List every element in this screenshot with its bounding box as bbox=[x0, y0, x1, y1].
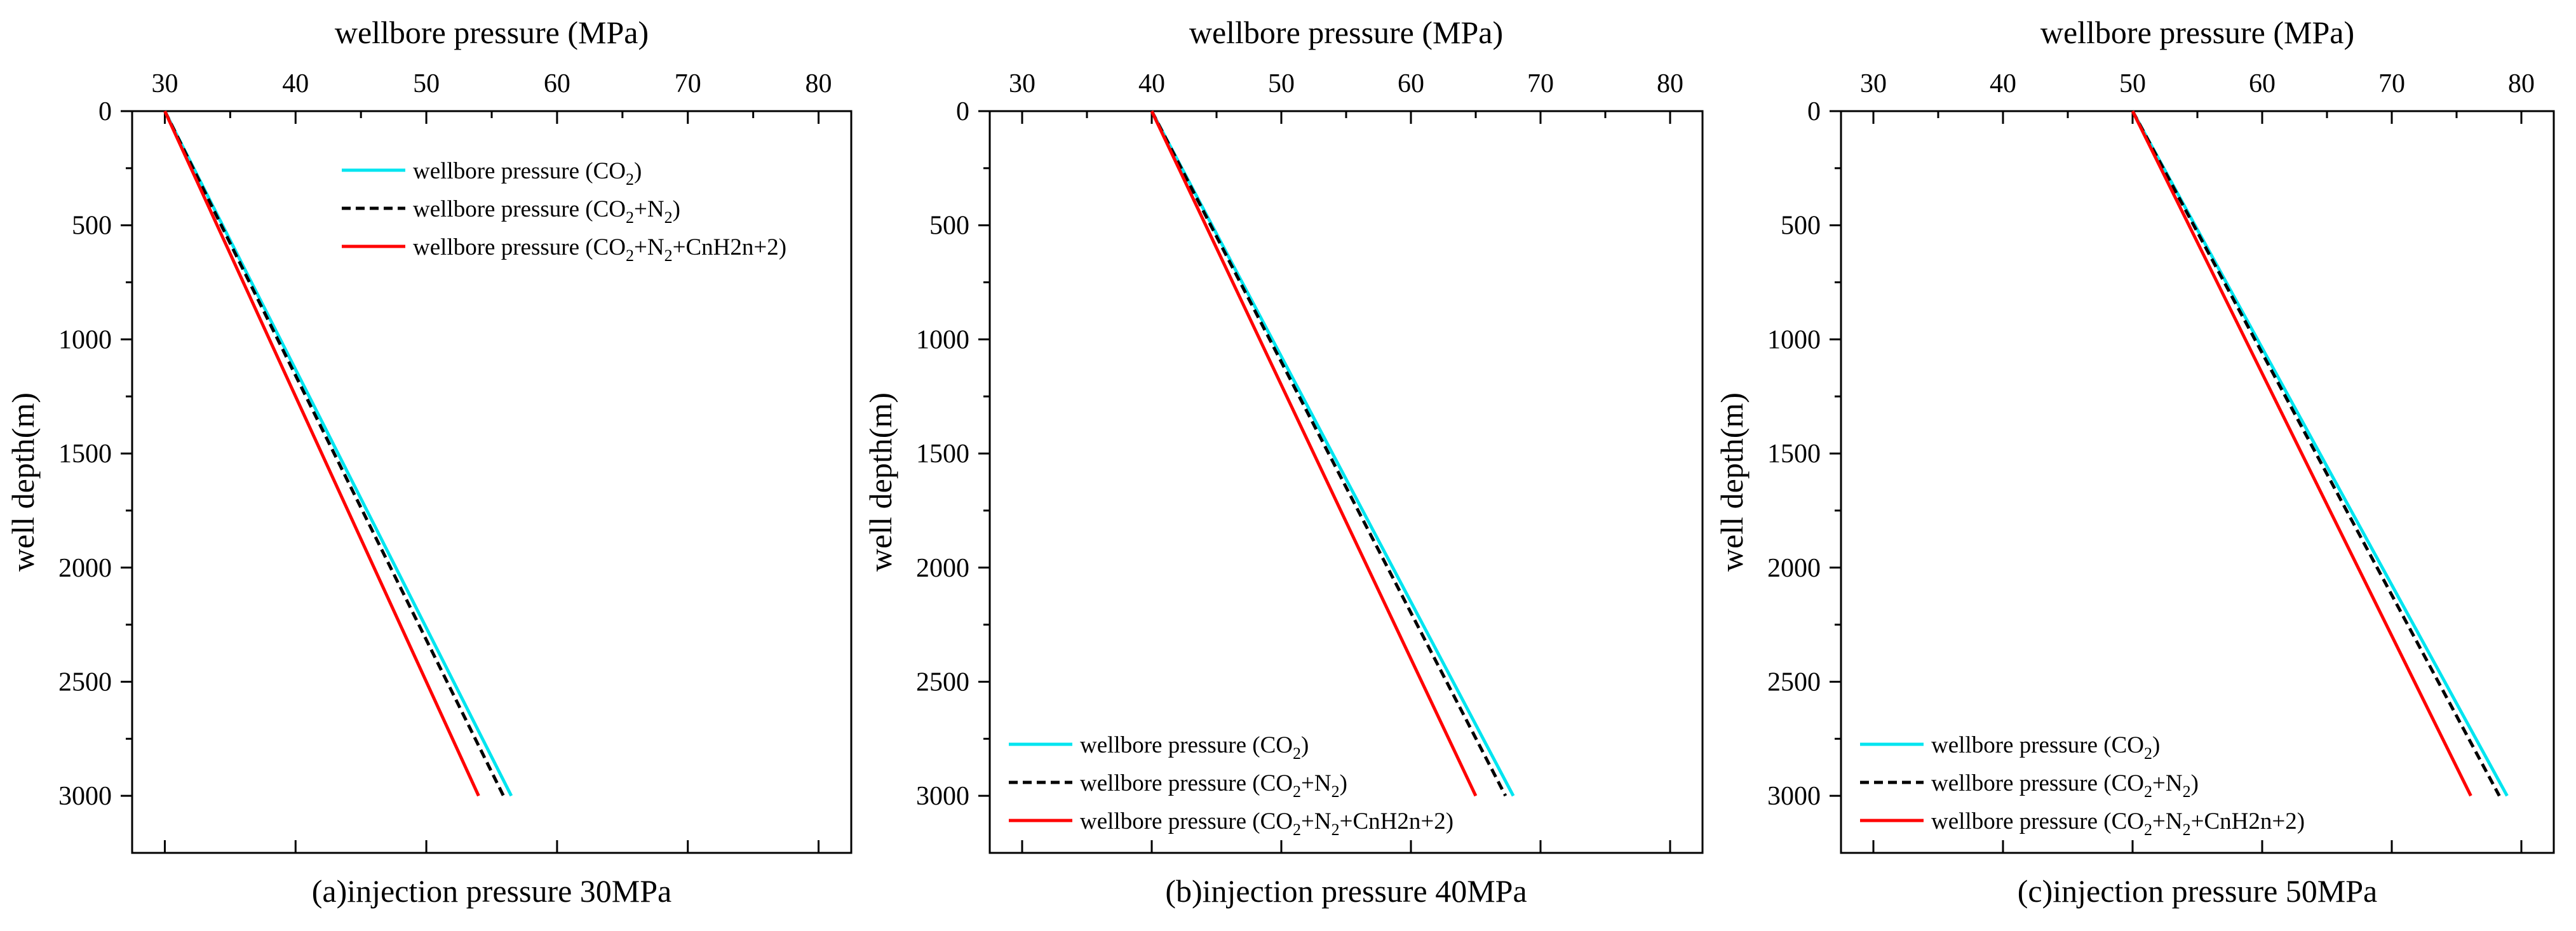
y-axis-title: well depth(m) bbox=[5, 392, 41, 572]
y-tick-label: 3000 bbox=[916, 782, 969, 811]
x-tick-label: 70 bbox=[675, 69, 701, 98]
chart-panel-1: 30 40 50 60 70 80 0 500 1000 1500 2000 2500 3000 well… bbox=[5, 15, 853, 909]
series-line-2 bbox=[1150, 110, 1507, 797]
y-tick-label: 500 bbox=[1781, 211, 1821, 241]
legend: wellbore pressure (CO2) wellbore pressure… bbox=[342, 158, 786, 265]
legend-label: wellbore pressure (CO2+N2) bbox=[1080, 770, 1347, 801]
x-tick-label: 80 bbox=[2508, 69, 2535, 98]
y-tick-label: 500 bbox=[929, 211, 969, 241]
legend: wellbore pressure (CO2) wellbore pressure… bbox=[1860, 732, 2305, 839]
x-tick-label: 40 bbox=[282, 69, 309, 98]
series-line-3 bbox=[1150, 110, 1478, 797]
y-tick-label: 1500 bbox=[58, 439, 112, 469]
x-tick-label: 40 bbox=[1990, 69, 2016, 98]
x-tick-label: 80 bbox=[1657, 69, 1683, 98]
chart-panel-2: 30 40 50 60 70 80 0 500 1000 1500 2000 2500 3000 well… bbox=[863, 15, 1704, 909]
y-tick-label: 2500 bbox=[1767, 667, 1821, 697]
y-tick-label: 2500 bbox=[58, 667, 112, 697]
y-axis-title: well depth(m) bbox=[1714, 392, 1750, 572]
series-line-2 bbox=[163, 110, 505, 797]
x-tick-label: 80 bbox=[806, 69, 832, 98]
x-axis-title: wellbore pressure (MPa) bbox=[1189, 15, 1503, 50]
panel-caption: (c)injection pressure 50MPa bbox=[2018, 873, 2378, 909]
x-tick-label: 70 bbox=[1527, 69, 1554, 98]
legend-label: wellbore pressure (CO2) bbox=[1080, 732, 1309, 763]
x-tick-label: 60 bbox=[544, 69, 570, 98]
series-line-3 bbox=[2131, 110, 2472, 797]
x-tick-label: 30 bbox=[1009, 69, 1035, 98]
plot-frame bbox=[131, 110, 853, 854]
y-tick-label: 1000 bbox=[58, 325, 112, 354]
y-tick-label: 1500 bbox=[916, 439, 969, 469]
x-tick-label: 30 bbox=[151, 69, 178, 98]
y-tick-label: 2500 bbox=[916, 667, 969, 697]
y-tick-label: 0 bbox=[1807, 97, 1821, 126]
x-tick-label: 50 bbox=[2119, 69, 2146, 98]
y-tick-label: 0 bbox=[98, 97, 112, 126]
x-tick-label: 50 bbox=[1268, 69, 1295, 98]
legend-label: wellbore pressure (CO2) bbox=[1931, 732, 2160, 763]
chart-panel-3: 30 40 50 60 70 80 0 500 1000 1500 2000 2500 3000 well… bbox=[1714, 15, 2555, 909]
y-tick-label: 2000 bbox=[916, 554, 969, 583]
x-tick-label: 40 bbox=[1138, 69, 1165, 98]
y-tick-label: 2000 bbox=[1767, 554, 1821, 583]
legend-label: wellbore pressure (CO2) bbox=[413, 158, 642, 189]
series-line-2 bbox=[2131, 110, 2501, 797]
legend-label: wellbore pressure (CO2+N2) bbox=[413, 196, 680, 227]
x-axis-title: wellbore pressure (MPa) bbox=[335, 15, 649, 50]
series-line-3 bbox=[163, 110, 480, 797]
y-tick-label: 2000 bbox=[58, 554, 112, 583]
x-tick-label: 50 bbox=[413, 69, 440, 98]
panel-caption: (a)injection pressure 30MPa bbox=[312, 873, 672, 909]
y-tick-label: 500 bbox=[72, 211, 112, 241]
y-tick-label: 1000 bbox=[916, 325, 969, 354]
x-axis-title: wellbore pressure (MPa) bbox=[2040, 15, 2354, 50]
panel-caption: (b)injection pressure 40MPa bbox=[1165, 873, 1527, 909]
legend-label: wellbore pressure (CO2+N2+CnH2n+2) bbox=[1080, 808, 1453, 839]
x-tick-label: 60 bbox=[1398, 69, 1424, 98]
legend-label: wellbore pressure (CO2+N2+CnH2n+2) bbox=[1931, 808, 2305, 839]
legend-label: wellbore pressure (CO2+N2) bbox=[1931, 770, 2199, 801]
x-tick-label: 70 bbox=[2378, 69, 2405, 98]
y-tick-label: 1500 bbox=[1767, 439, 1821, 469]
legend-label: wellbore pressure (CO2+N2+CnH2n+2) bbox=[413, 234, 786, 265]
x-tick-label: 30 bbox=[1860, 69, 1887, 98]
y-tick-label: 1000 bbox=[1767, 325, 1821, 354]
y-axis-title: well depth(m) bbox=[863, 392, 898, 572]
y-tick-label: 0 bbox=[956, 97, 969, 126]
y-tick-label: 3000 bbox=[58, 782, 112, 811]
y-tick-label: 3000 bbox=[1767, 782, 1821, 811]
legend: wellbore pressure (CO2) wellbore pressure… bbox=[1009, 732, 1453, 839]
x-tick-label: 60 bbox=[2249, 69, 2276, 98]
